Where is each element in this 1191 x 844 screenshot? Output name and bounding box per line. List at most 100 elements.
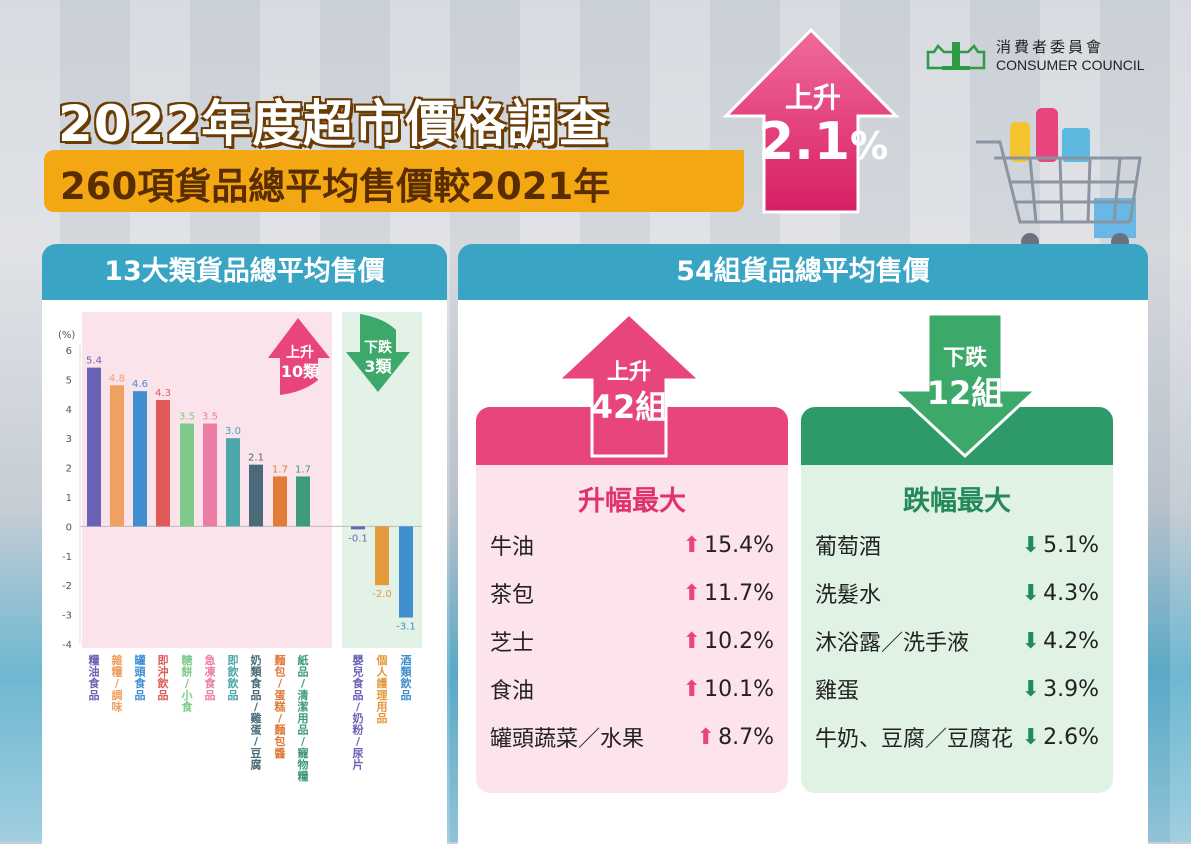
- rise-badge-line2: 10類: [281, 362, 320, 381]
- bar: [203, 423, 217, 527]
- y-tick-label: -1: [62, 552, 72, 563]
- group-fall-line2: 12組: [926, 374, 1004, 412]
- up-arrow-icon: ⬆: [682, 532, 702, 558]
- page-subtitle: 260項貨品總平均售價較2021年: [60, 165, 611, 208]
- subtitle-bar: [44, 150, 744, 212]
- bar: [226, 438, 240, 527]
- category-label: 奶類食品/雞蛋/豆腐: [250, 653, 263, 771]
- logo-name-zh: 消費者委員會: [996, 38, 1105, 56]
- bar-value-label: 1.7: [272, 464, 288, 475]
- shopping-cart-icon: [976, 108, 1142, 251]
- bar-value-label: 3.5: [179, 412, 195, 423]
- fall-badge-line2: 3類: [364, 357, 392, 376]
- down-arrow-icon: ⬇: [1021, 724, 1041, 750]
- list-item: 葡萄酒 ⬇ 5.1%: [815, 532, 1099, 561]
- y-tick-label: 6: [66, 346, 72, 357]
- bar: [296, 476, 310, 527]
- group-fall-arrow-icon: [890, 312, 1040, 459]
- rise-badge-line1: 上升: [286, 344, 314, 361]
- bar-value-label: 2.1: [248, 453, 264, 464]
- group-panel: 54組貨品總平均售價 升幅最大 牛油 ⬆ 15.4% 茶包 ⬆ 11.7% 芝士 ⬆ 10.…: [458, 244, 1148, 844]
- overall-rise-value: 2.1%: [758, 112, 889, 172]
- largest-fall-column: 跌幅最大 葡萄酒 ⬇ 5.1% 洗髮水 ⬇ 4.3% 沐浴露／洗手液 ⬇ 4.2% 雞蛋 ⬇ 3…: [801, 407, 1113, 793]
- category-label: 酒類飲品: [400, 654, 413, 702]
- largest-fall-title: 跌幅最大: [903, 486, 1011, 517]
- down-arrow-icon: ⬇: [1021, 628, 1041, 654]
- y-tick-label: 5: [66, 375, 72, 386]
- bar: [156, 399, 170, 527]
- y-axis-label: (%): [58, 330, 75, 341]
- category-label: 糖餅/小食: [181, 653, 194, 713]
- list-item: 芝士 ⬆ 10.2%: [490, 628, 774, 657]
- bar-value-label: 4.3: [155, 388, 171, 399]
- bar-value-label: -0.1: [348, 533, 368, 544]
- bar: [249, 464, 263, 527]
- category-label: 紙品/清潔用品/寵物糧: [298, 653, 309, 783]
- category-panel: 13大類貨品總平均售價 (%) 6 5 4 3 2 1 0 -1 -2 -3 -4 5.4 4.8 4.6…: [42, 244, 447, 844]
- fall-3-badge: 下跌 3類: [346, 314, 410, 392]
- list-item: 牛油 ⬆ 15.4%: [490, 532, 774, 561]
- up-arrow-icon: ⬆: [682, 580, 702, 606]
- down-arrow-icon: ⬇: [1021, 676, 1041, 702]
- logo-name-en: CONSUMER COUNCIL: [996, 57, 1145, 73]
- list-item: 罐頭蔬菜／水果 ⬆ 8.7%: [490, 724, 774, 753]
- group-rise-arrow-icon: [554, 311, 704, 458]
- largest-rise-title: 升幅最大: [578, 486, 686, 517]
- page-title: 2022年度超市價格調查: [58, 95, 610, 153]
- bar: [273, 476, 287, 527]
- list-item: 沐浴露／洗手液 ⬇ 4.2%: [815, 628, 1099, 657]
- y-tick-label: 4: [66, 405, 72, 416]
- y-tick-label: 2: [66, 464, 72, 475]
- largest-rise-column: 升幅最大 牛油 ⬆ 15.4% 茶包 ⬆ 11.7% 芝士 ⬆ 10.2% 食油 ⬆ 10.1%…: [476, 407, 788, 793]
- up-arrow-icon: ⬆: [682, 628, 702, 654]
- bar: [87, 367, 101, 527]
- bar: [133, 391, 147, 527]
- group-fall-line1: 下跌: [942, 346, 987, 371]
- category-label: 個人護理用品: [376, 653, 389, 725]
- category-label: 即沖飲品: [157, 654, 170, 702]
- up-arrow-icon: ⬆: [682, 676, 702, 702]
- list-item: 牛奶、豆腐／豆腐花 ⬇ 2.6%: [815, 724, 1099, 753]
- y-tick-label: 0: [66, 522, 72, 533]
- overall-rise-label: 上升: [784, 81, 841, 114]
- bar: [110, 385, 124, 527]
- bar: [351, 526, 365, 530]
- category-label: 即飲飲品: [227, 654, 240, 702]
- y-tick-label: -2: [62, 581, 72, 592]
- bar-value-label: -2.0: [372, 589, 392, 600]
- up-arrow-icon: ⬆: [696, 724, 716, 750]
- bar-value-label: 4.6: [132, 379, 148, 390]
- category-bar-chart: (%) 6 5 4 3 2 1 0 -1 -2 -3 -4 5.4 4.8 4.6 4.3 3.5 3.5 3.0…: [58, 312, 422, 783]
- consumer-council-logo: 消費者委員會 CONSUMER COUNCIL: [924, 36, 1145, 73]
- bar-value-label: 4.8: [109, 373, 125, 384]
- bar-value-label: 3.5: [202, 412, 218, 423]
- y-tick-label: -4: [62, 640, 72, 651]
- group-rise-line2: 42組: [590, 388, 668, 426]
- overall-rise-arrow-icon: [722, 27, 900, 214]
- category-label: 麵包/蛋糕/麵包醬: [274, 653, 287, 760]
- bar: [375, 526, 389, 586]
- category-label: 糧油食品: [89, 653, 101, 702]
- bar-value-label: -3.1: [396, 622, 416, 633]
- category-label: 急凍食品: [205, 653, 217, 702]
- category-panel-heading: 13大類貨品總平均售價: [42, 244, 447, 300]
- fall-badge-line1: 下跌: [364, 340, 393, 356]
- y-tick-label: -3: [62, 611, 72, 622]
- group-panel-heading: 54組貨品總平均售價: [458, 244, 1148, 300]
- list-item: 雞蛋 ⬇ 3.9%: [815, 676, 1099, 705]
- bar-value-label: 1.7: [295, 464, 311, 475]
- scales-icon: [926, 41, 986, 70]
- category-label: 雜糧/調味: [112, 653, 123, 713]
- down-arrow-icon: ⬇: [1021, 580, 1041, 606]
- list-item: 茶包 ⬆ 11.7%: [490, 580, 774, 609]
- bar-value-label: 5.4: [86, 356, 102, 367]
- bar-value-label: 3.0: [225, 426, 241, 437]
- category-label: 罐頭食品: [134, 653, 147, 702]
- y-tick-label: 3: [66, 434, 72, 445]
- list-item: 食油 ⬆ 10.1%: [490, 676, 774, 705]
- bar: [180, 423, 194, 527]
- down-arrow-icon: ⬇: [1021, 532, 1041, 558]
- rise-10-badge: 上升 10類: [268, 318, 330, 395]
- bar: [399, 526, 413, 618]
- list-item: 洗髮水 ⬇ 4.3%: [815, 580, 1099, 609]
